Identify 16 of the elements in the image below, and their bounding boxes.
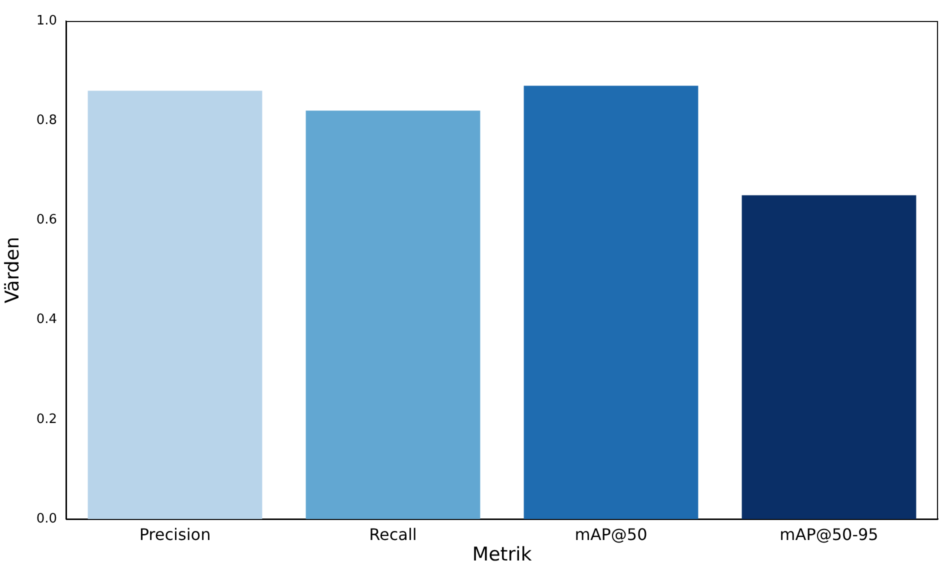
x-tick-label: mAP@50-95 xyxy=(780,524,878,544)
y-tick-label: 0.4 xyxy=(36,312,57,328)
y-tick-label: 0.0 xyxy=(36,511,57,526)
x-tick-label: Recall xyxy=(369,524,417,544)
bar xyxy=(306,110,480,519)
y-tick-label: 0.2 xyxy=(36,412,57,427)
x-tick-label: mAP@50 xyxy=(574,524,648,544)
bar xyxy=(88,90,262,519)
y-tick-label: 0.8 xyxy=(36,112,57,128)
bar xyxy=(524,86,698,519)
y-tick-label: 1.0 xyxy=(36,13,57,28)
x-axis-title: Metrik xyxy=(472,544,532,566)
y-tick-label: 0.6 xyxy=(36,212,57,228)
y-axis-title: Värden xyxy=(1,236,24,304)
x-tick-label: Precision xyxy=(139,524,211,544)
bar xyxy=(742,195,916,519)
